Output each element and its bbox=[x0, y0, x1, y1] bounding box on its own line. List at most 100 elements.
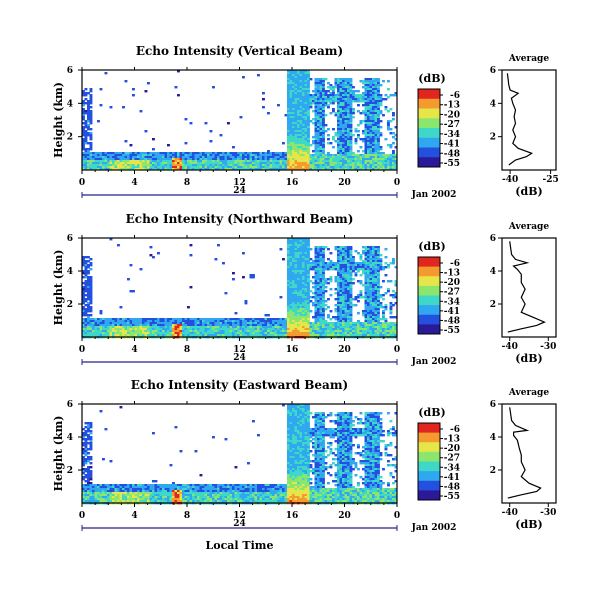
heatmap-cell bbox=[377, 328, 380, 331]
heatmap-cell bbox=[204, 122, 208, 125]
heatmap-cell bbox=[319, 138, 323, 141]
heatmap-cell bbox=[302, 272, 305, 275]
heatmap-cell bbox=[322, 298, 325, 301]
heatmap-cell bbox=[189, 156, 193, 159]
heatmap-cell bbox=[259, 162, 263, 165]
heatmap-cell bbox=[164, 156, 168, 159]
heatmap-cell bbox=[327, 248, 330, 251]
heatmap-cell bbox=[207, 152, 210, 155]
heatmap-cell bbox=[169, 334, 173, 337]
heatmap-cell bbox=[279, 318, 283, 321]
heatmap-cell bbox=[292, 316, 295, 319]
heatmap-cell bbox=[297, 274, 300, 277]
heatmap-cell bbox=[89, 320, 93, 323]
heatmap-cell bbox=[159, 334, 163, 337]
heatmap-cell bbox=[319, 102, 323, 105]
heatmap-cell bbox=[339, 144, 343, 147]
heatmap-cell bbox=[307, 146, 310, 149]
heatmap-cell bbox=[172, 332, 175, 335]
heatmap-cell bbox=[87, 310, 90, 313]
heatmap-cell bbox=[282, 320, 285, 323]
heatmap-cell bbox=[374, 106, 378, 109]
heatmap-cell bbox=[377, 78, 380, 81]
heatmap-cell bbox=[339, 248, 343, 251]
heatmap-cell bbox=[109, 324, 113, 327]
heatmap-cell bbox=[294, 334, 298, 337]
heatmap-cell bbox=[269, 156, 273, 159]
heatmap-cell bbox=[392, 136, 395, 139]
heatmap-cell bbox=[339, 130, 343, 133]
heatmap-cell bbox=[322, 130, 325, 133]
heatmap-cell bbox=[372, 108, 375, 111]
heatmap-cell bbox=[129, 152, 133, 155]
heatmap-cell bbox=[89, 106, 93, 109]
heatmap-cell bbox=[374, 268, 378, 271]
heatmap-cell bbox=[344, 318, 348, 321]
heatmap-cell bbox=[307, 290, 310, 293]
heatmap-cell bbox=[207, 156, 210, 159]
heatmap-cell bbox=[189, 164, 193, 167]
heatmap-cell bbox=[344, 276, 348, 279]
heatmap-cell bbox=[342, 112, 345, 115]
heatmap-cell bbox=[342, 96, 345, 99]
heatmap-cell bbox=[149, 322, 153, 325]
heatmap-cell bbox=[379, 294, 383, 297]
heatmap-cell bbox=[169, 158, 173, 161]
heatmap-cell bbox=[279, 324, 283, 327]
heatmap-cell bbox=[299, 168, 303, 171]
heatmap-cell bbox=[307, 70, 310, 73]
colorbar-tick-label: -48 bbox=[444, 149, 460, 159]
heatmap-cell bbox=[292, 238, 295, 241]
heatmap-cell bbox=[122, 160, 125, 163]
heatmap-cell bbox=[287, 110, 290, 113]
heatmap-cell bbox=[349, 268, 353, 271]
heatmap-cell bbox=[97, 156, 100, 159]
heatmap-cell bbox=[362, 296, 365, 299]
heatmap-cell bbox=[159, 326, 163, 329]
heatmap-cell bbox=[349, 280, 353, 283]
heatmap-cell bbox=[384, 274, 388, 277]
heatmap-cell bbox=[92, 326, 95, 329]
heatmap-cell bbox=[97, 318, 100, 321]
heatmap-cell bbox=[372, 124, 375, 127]
heatmap-cell bbox=[114, 322, 118, 325]
heatmap-cell bbox=[347, 282, 350, 285]
heatmap-cell bbox=[304, 84, 308, 87]
heatmap-cell bbox=[222, 322, 225, 325]
heatmap-cell bbox=[344, 134, 348, 137]
heatmap-cell bbox=[117, 334, 120, 337]
heatmap-cell bbox=[304, 92, 308, 95]
heatmap-cell bbox=[362, 86, 365, 89]
x-tick-label: 0 bbox=[79, 178, 85, 188]
heatmap-cell bbox=[299, 296, 303, 299]
heatmap-cell bbox=[247, 326, 250, 329]
heatmap-cell bbox=[349, 122, 353, 125]
heatmap-cell bbox=[129, 320, 133, 323]
heatmap-cell bbox=[342, 292, 345, 295]
heatmap-cell bbox=[289, 134, 293, 137]
heatmap-cell bbox=[84, 318, 88, 321]
heatmap-cell bbox=[264, 164, 268, 167]
heatmap-cell bbox=[369, 262, 373, 265]
heatmap-cell bbox=[342, 158, 345, 161]
heatmap-cell bbox=[347, 278, 350, 281]
heatmap-cell bbox=[229, 328, 233, 331]
heatmap-cell bbox=[299, 274, 303, 277]
heatmap-cell bbox=[342, 118, 345, 121]
heatmap-cell bbox=[292, 98, 295, 101]
heatmap-cell bbox=[92, 330, 95, 333]
heatmap-cell bbox=[84, 276, 88, 279]
heatmap-cell bbox=[187, 168, 190, 171]
heatmap-cell bbox=[364, 154, 368, 157]
heatmap-cell bbox=[299, 264, 303, 267]
heatmap-cell bbox=[387, 110, 390, 113]
heatmap-cell bbox=[369, 250, 373, 253]
heatmap-cell bbox=[132, 330, 135, 333]
heatmap-cell bbox=[274, 166, 278, 169]
heatmap-cell bbox=[347, 314, 350, 317]
heatmap-cell bbox=[357, 324, 360, 327]
heatmap-cell bbox=[392, 156, 395, 159]
heatmap-cell bbox=[224, 156, 228, 159]
heatmap-cell bbox=[297, 258, 300, 261]
heatmap-cell bbox=[212, 322, 215, 325]
